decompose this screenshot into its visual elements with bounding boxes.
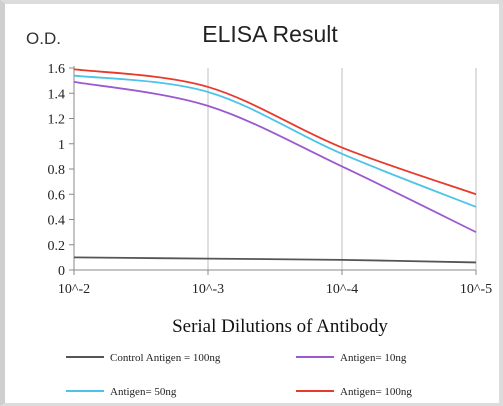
- legend: Control Antigen = 100ng Antigen= 10ng Anti…: [66, 352, 412, 398]
- y-tick-label: 0: [58, 264, 65, 279]
- legend-label-0: Control Antigen = 100ng: [110, 352, 221, 364]
- x-tick-label: 10^-4: [326, 282, 358, 297]
- series-line-0: [73, 256, 477, 264]
- legend-label-2: Antigen= 50ng: [110, 386, 177, 398]
- y-tick-label: 0.2: [48, 239, 66, 254]
- legend-label-3: Antigen= 100ng: [340, 386, 412, 398]
- x-tick-label: 10^-2: [58, 282, 90, 297]
- chart-title: ELISA Result: [202, 21, 338, 47]
- x-axis-label: Serial Dilutions of Antibody: [172, 316, 388, 337]
- legend-label-1: Antigen= 10ng: [340, 352, 407, 364]
- series-line-2: [73, 74, 477, 208]
- x-tick-label: 10^-5: [460, 282, 492, 297]
- x-tick-label: 10^-3: [192, 282, 224, 297]
- series-layer: [73, 68, 477, 264]
- series-line-3: [73, 68, 477, 196]
- y-tick-label: 0.8: [48, 163, 66, 178]
- axis-layer: 0 0.2 0.4 0.6 0.8 1 1.2 1.4 1.6 10^-2 10^-3 10^-4 10…: [48, 62, 493, 297]
- y-tick-label: 1: [58, 138, 65, 153]
- y-tick-label: 0.4: [48, 214, 66, 229]
- y-axis-label: O.D.: [26, 29, 61, 48]
- y-tick-label: 1.2: [48, 113, 66, 128]
- series-line-1: [73, 81, 477, 233]
- y-tick-label: 1.6: [48, 62, 66, 77]
- grid-layer: [207, 68, 477, 270]
- y-tick-label: 1.4: [48, 87, 66, 102]
- y-tick-label: 0.6: [48, 188, 66, 203]
